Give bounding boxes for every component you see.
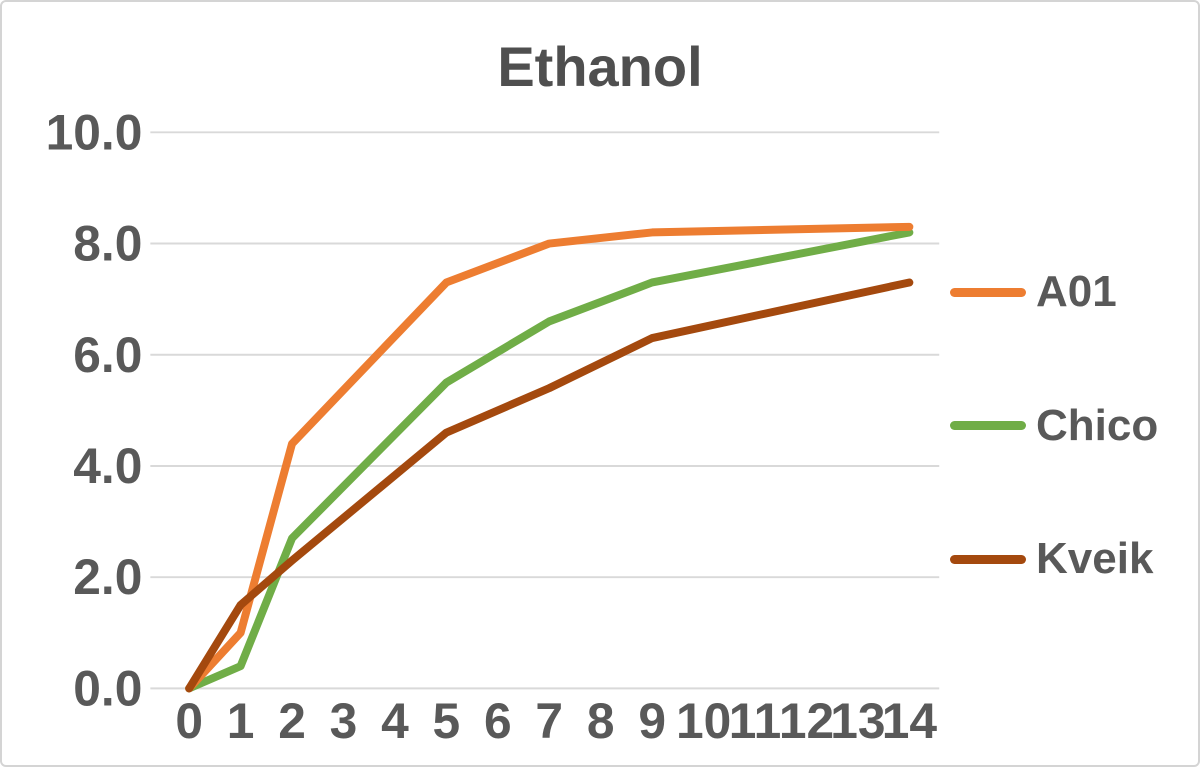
series-line-Chico: [185, 228, 914, 693]
legend-swatch-Kveik: [950, 554, 1026, 564]
x-tick-label: 7: [535, 693, 563, 749]
series-line-A01: [185, 222, 914, 693]
x-tick-label: 9: [638, 693, 666, 749]
legend-label-Chico: Chico: [1036, 400, 1159, 450]
x-tick-label: 8: [587, 693, 615, 749]
y-tick-label: 10.0: [46, 104, 143, 160]
chart-legend: A01 Chico Kveik: [950, 2, 1198, 765]
y-tick-label: 6.0: [73, 327, 142, 383]
y-tick-label: 8.0: [73, 216, 142, 272]
legend-swatch-A01: [950, 287, 1026, 297]
x-tick-label: 10: [676, 693, 731, 749]
series-line-Kveik: [185, 278, 914, 693]
legend-label-Kveik: Kveik: [1036, 534, 1154, 583]
x-tick-label: 4: [381, 693, 409, 749]
legend-swatch-Chico: [950, 421, 1026, 430]
x-tick-label: 2: [278, 693, 306, 749]
x-tick-label: 3: [330, 693, 358, 749]
x-tick-label: 14: [882, 693, 938, 749]
x-tick-label: 0: [175, 693, 203, 749]
x-tick-label: 13: [830, 693, 885, 749]
legend-label-A01: A01: [1036, 267, 1117, 316]
y-tick-label: 0.0: [73, 660, 142, 716]
x-tick-label: 11: [729, 693, 782, 749]
x-tick-label: 5: [433, 693, 461, 749]
legend-item-Chico: Chico: [950, 400, 1159, 450]
legend-item-A01: A01: [950, 270, 1117, 314]
y-tick-label: 2.0: [73, 549, 142, 605]
x-tick-label: 1: [227, 693, 255, 749]
x-tick-label: 6: [484, 693, 512, 749]
x-tick-label: 12: [779, 693, 834, 749]
y-tick-label: 4.0: [73, 438, 142, 494]
legend-item-Kveik: Kveik: [950, 537, 1153, 581]
